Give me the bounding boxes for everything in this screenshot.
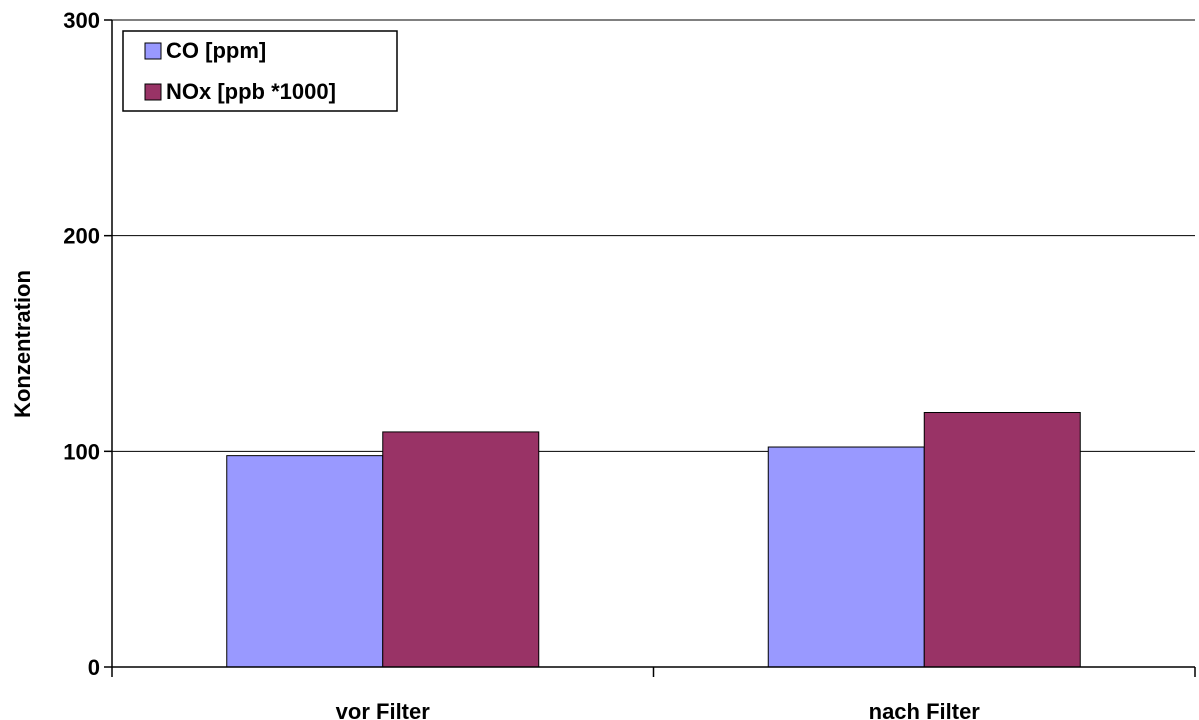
bar-co-0 — [226, 455, 384, 668]
legend-box — [122, 30, 398, 112]
x-category-label: nach Filter — [869, 699, 981, 720]
bars — [226, 412, 1081, 668]
bar-co-1 — [767, 446, 925, 668]
y-tick-label: 300 — [63, 8, 100, 33]
bar-nox-1 — [923, 412, 1081, 668]
legend-swatch-nox — [144, 83, 162, 101]
legend-label-nox: NOx [ppb *1000] — [166, 79, 336, 104]
legend: CO [ppm] NOx [ppb *1000] — [122, 30, 398, 112]
legend-swatch-co — [144, 42, 162, 60]
legend-label-co: CO [ppm] — [166, 38, 266, 63]
y-tick-label: 100 — [63, 439, 100, 464]
x-category-label: vor Filter — [336, 699, 431, 720]
y-tick-label: 0 — [88, 655, 100, 680]
bar-nox-0 — [382, 431, 540, 668]
y-axis-title: Konzentration — [10, 270, 35, 418]
x-ticks: vor Filter nach Filter — [111, 667, 1196, 720]
y-tick-label: 200 — [63, 224, 100, 249]
y-ticks: 0 100 200 300 — [63, 8, 112, 680]
